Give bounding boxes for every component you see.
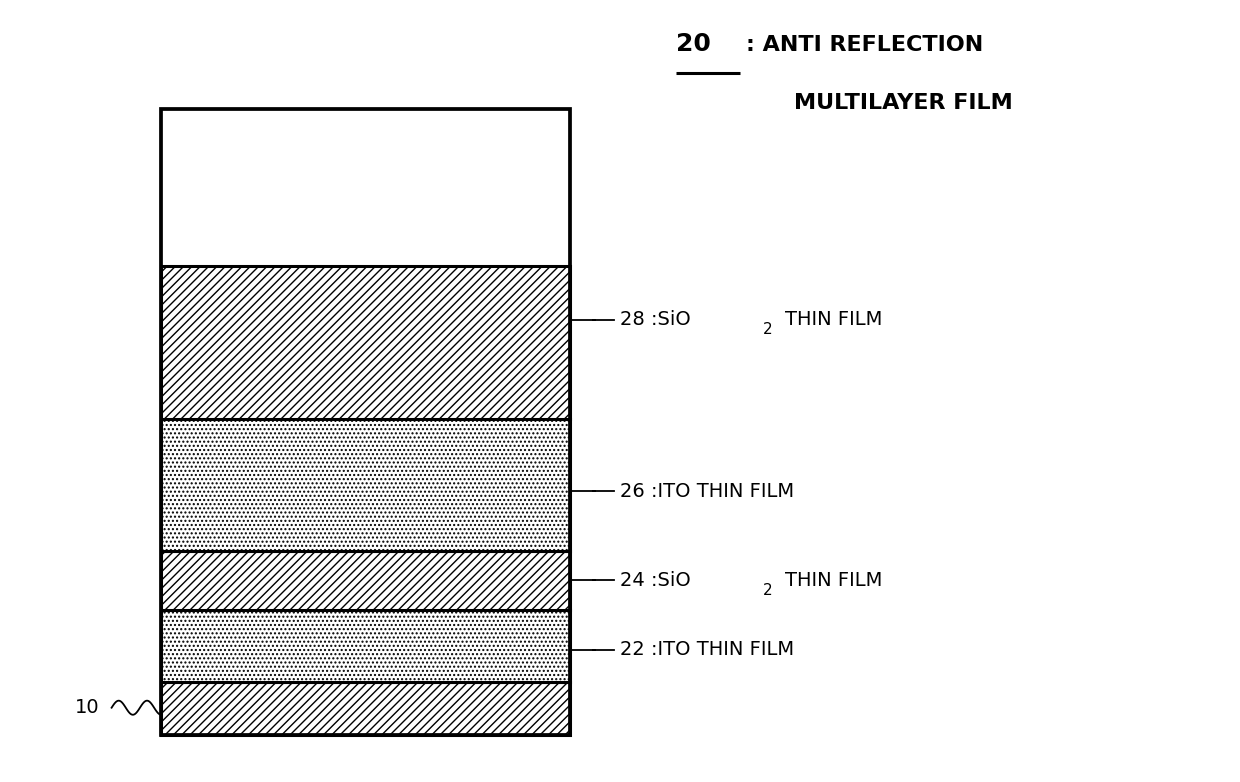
Text: : ANTI REFLECTION: : ANTI REFLECTION <box>746 35 983 55</box>
Text: 28 :SiO: 28 :SiO <box>620 310 691 329</box>
Text: 10: 10 <box>74 698 99 717</box>
Bar <box>161 682 570 735</box>
Text: 26 :ITO THIN FILM: 26 :ITO THIN FILM <box>620 482 794 501</box>
Bar <box>161 419 570 551</box>
Text: 2: 2 <box>763 583 773 598</box>
Text: 22 :ITO THIN FILM: 22 :ITO THIN FILM <box>620 640 794 659</box>
Bar <box>161 266 570 419</box>
Text: THIN FILM: THIN FILM <box>785 571 883 590</box>
Text: 20: 20 <box>676 32 711 56</box>
Text: MULTILAYER FILM: MULTILAYER FILM <box>794 94 1012 113</box>
Bar <box>161 551 570 610</box>
Bar <box>161 109 570 735</box>
Text: 24 :SiO: 24 :SiO <box>620 571 691 590</box>
Bar <box>161 610 570 682</box>
Text: 2: 2 <box>763 322 773 337</box>
Text: THIN FILM: THIN FILM <box>785 310 883 329</box>
